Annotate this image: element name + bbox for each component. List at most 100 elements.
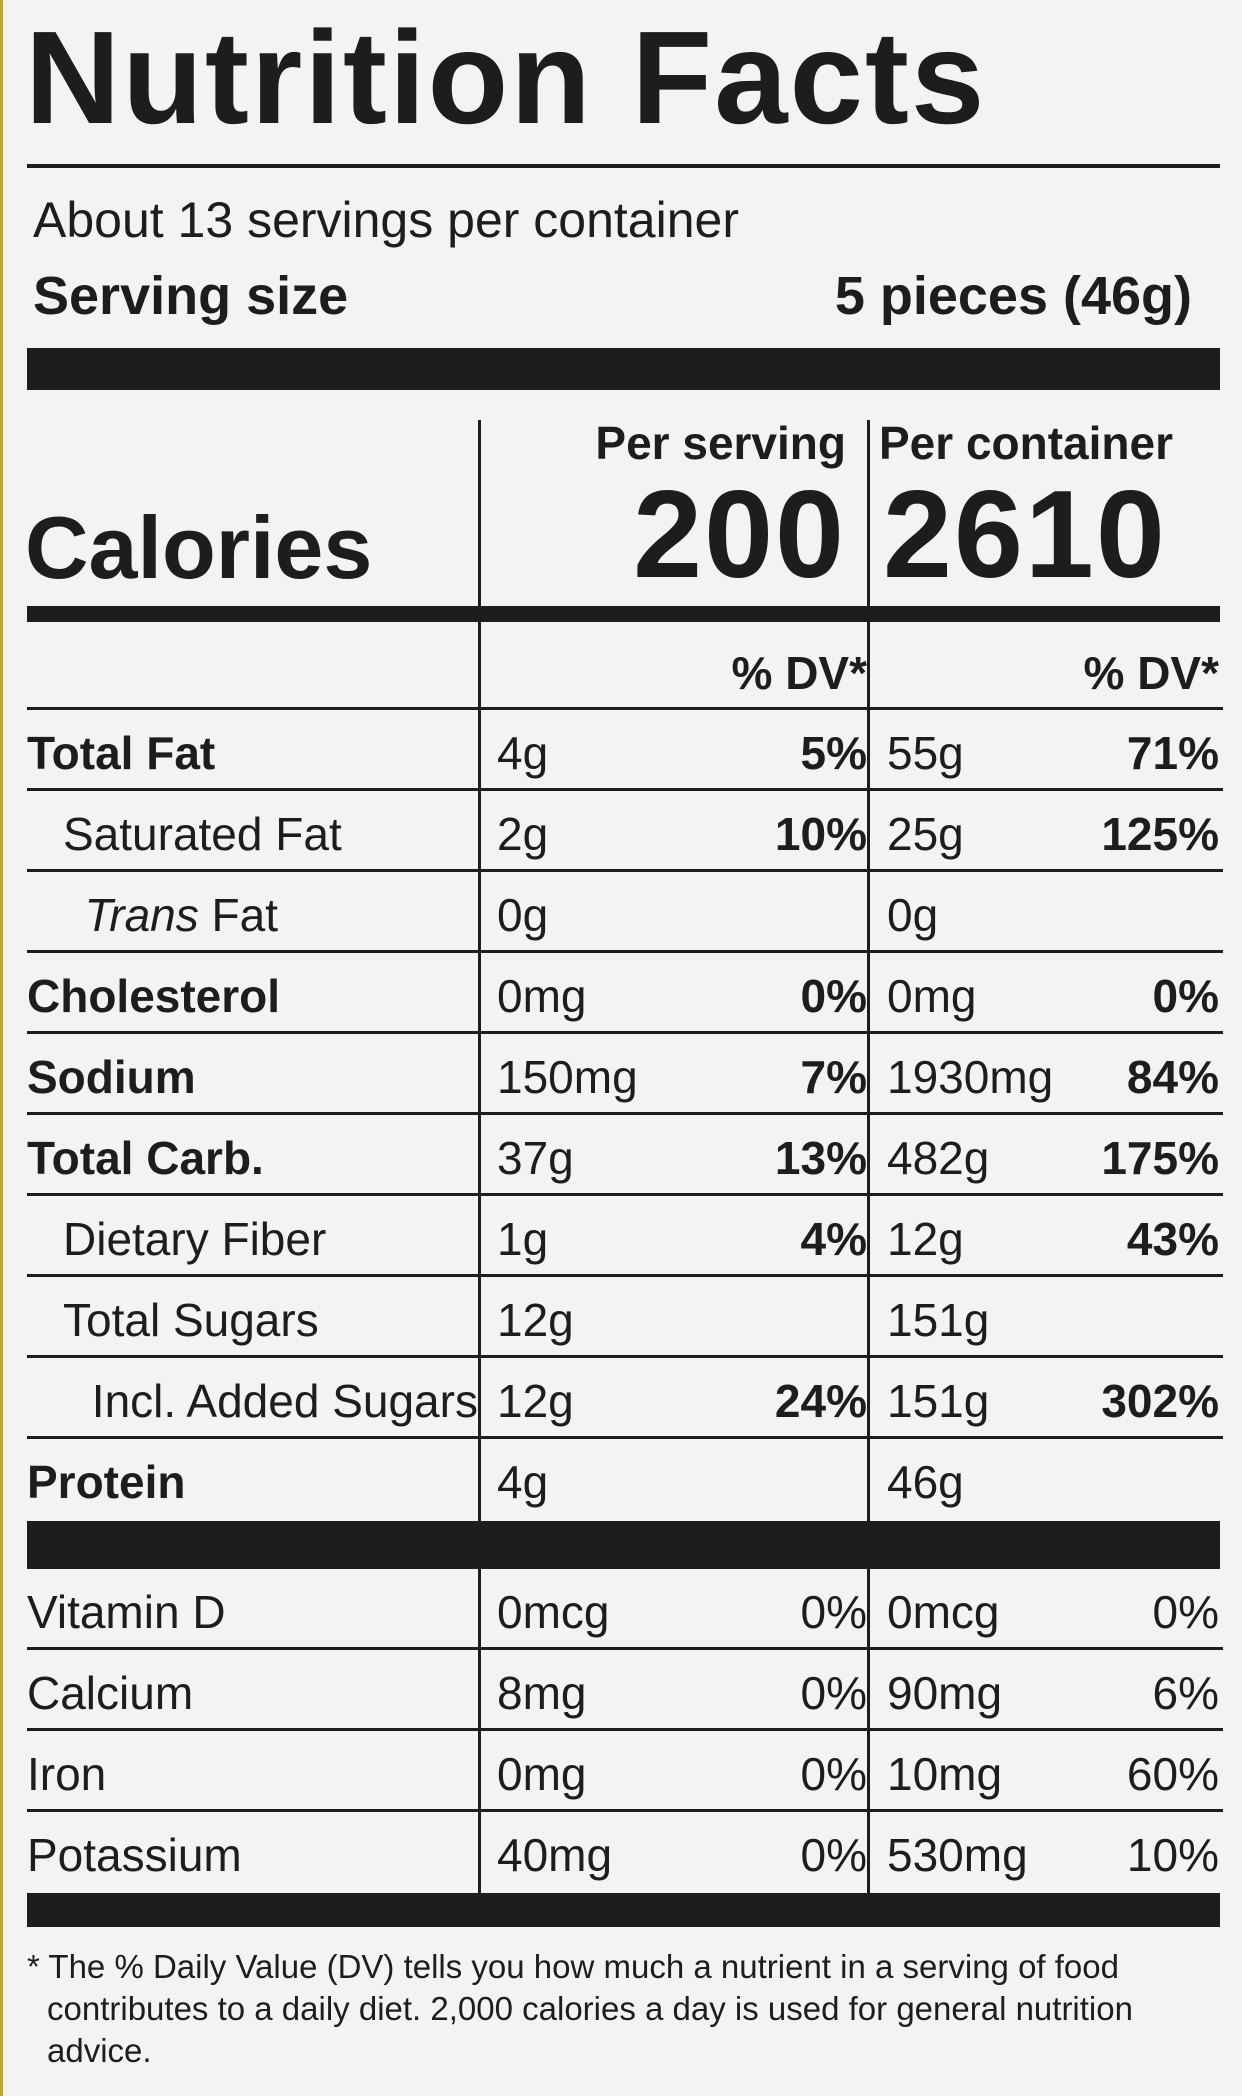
nutrient-name: Iron [27, 1748, 107, 1800]
nutrient-row: Calcium 8mg 0% 90mg 6% [27, 1650, 1223, 1731]
serving-dv: 5% [800, 727, 867, 779]
serving-dv: 0% [800, 1586, 867, 1638]
container-amount: 530mg [887, 1829, 1028, 1881]
per-serving-header: Per serving [595, 417, 846, 469]
dv-header-serving: % DV* [731, 647, 867, 699]
calories-per-container: 2610 [883, 466, 1167, 604]
serving-amount: 37g [497, 1132, 574, 1184]
nutrient-row: Sodium 150mg 7% 1930mg 84% [27, 1034, 1223, 1115]
nutrient-name: Incl. Added Sugars [91, 1375, 478, 1427]
container-dv: 6% [1152, 1667, 1219, 1719]
serving-dv: 4% [800, 1213, 867, 1265]
container-dv: 302% [1101, 1375, 1219, 1427]
calories-label: Calories [25, 498, 373, 597]
serving-dv: 10% [774, 808, 867, 860]
serving-dv: 0% [800, 970, 867, 1022]
container-amount: 0mcg [887, 1586, 1000, 1638]
nutrient-name: Saturated Fat [63, 808, 342, 860]
container-dv: 84% [1126, 1051, 1219, 1103]
nutrient-row: Saturated Fat 2g 10% 25g 125% [27, 791, 1223, 872]
thick-divider [27, 1893, 1220, 1927]
nutrient-name: Cholesterol [27, 970, 281, 1022]
serving-amount: 4g [497, 727, 549, 779]
container-amount: 55g [887, 727, 964, 779]
label-title: Nutrition Facts [25, 4, 987, 151]
serving-amount: 0g [497, 889, 549, 941]
nutrient-name: Dietary Fiber [63, 1213, 327, 1265]
serving-size-label: Serving size [33, 266, 349, 326]
nutrient-name: Sodium [27, 1051, 196, 1103]
thick-divider [27, 1521, 1220, 1569]
serving-dv: 24% [774, 1375, 867, 1427]
container-dv: 0% [1152, 1586, 1219, 1638]
serving-amount: 0mg [497, 1748, 587, 1800]
serving-size-value: 5 pieces (46g) [834, 266, 1192, 326]
container-amount: 151g [887, 1375, 990, 1427]
divider [27, 164, 1220, 168]
nutrient-row: Cholesterol 0mg 0% 0mg 0% [27, 953, 1223, 1034]
serving-dv: 7% [800, 1051, 867, 1103]
container-amount: 1930mg [887, 1051, 1054, 1103]
nutrient-row: Trans Fat 0g 0g [27, 872, 1223, 953]
serving-amount: 12g [497, 1375, 574, 1427]
per-container-header: Per container [879, 417, 1173, 469]
calories-per-serving: 200 [633, 466, 846, 604]
dv-header-container: % DV* [1083, 647, 1219, 699]
serving-dv: 0% [800, 1748, 867, 1800]
nutrient-name: Total Fat [27, 727, 216, 779]
serving-dv: 0% [800, 1667, 867, 1719]
container-dv: 43% [1126, 1213, 1219, 1265]
nutrient-row: Vitamin D 0mcg 0% 0mcg 0% [27, 1569, 1223, 1650]
container-dv: 10% [1126, 1829, 1219, 1881]
footnote: * The % Daily Value (DV) tells you how m… [27, 1946, 1187, 2072]
serving-amount: 1g [497, 1213, 549, 1265]
serving-amount: 40mg [497, 1829, 613, 1881]
container-amount: 90mg [887, 1667, 1003, 1719]
container-dv: 71% [1126, 727, 1219, 779]
column-divider [478, 420, 481, 1895]
serving-amount: 150mg [497, 1051, 638, 1103]
nutrient-name: Trans Fat [85, 888, 278, 942]
serving-amount: 0mg [497, 970, 587, 1022]
nutrient-name: Protein [27, 1456, 186, 1508]
nutrient-name: Total Sugars [63, 1294, 319, 1346]
medium-divider [27, 606, 1220, 622]
serving-amount: 4g [497, 1456, 549, 1508]
container-amount: 12g [887, 1213, 964, 1265]
column-divider [867, 420, 870, 1895]
container-amount: 46g [887, 1456, 964, 1508]
container-dv: 125% [1101, 808, 1219, 860]
dv-header-row: % DV* % DV* [27, 622, 1223, 710]
nutrient-name: Total Carb. [27, 1132, 264, 1184]
nutrient-row: Potassium 40mg 0% 530mg 10% [27, 1812, 1223, 1893]
serving-dv: 13% [774, 1132, 867, 1184]
nutrient-row: Protein 4g 46g [27, 1439, 1223, 1520]
nutrient-name: Vitamin D [27, 1586, 226, 1638]
serving-amount: 8mg [497, 1667, 587, 1719]
nutrient-row: Total Carb. 37g 13% 482g 175% [27, 1115, 1223, 1196]
container-dv: 175% [1101, 1132, 1219, 1184]
container-amount: 25g [887, 808, 964, 860]
nutrient-row: Dietary Fiber 1g 4% 12g 43% [27, 1196, 1223, 1277]
nutrient-name: Calcium [27, 1667, 194, 1719]
footnote-text: * The % Daily Value (DV) tells you how m… [27, 1948, 1133, 2069]
container-amount: 10mg [887, 1748, 1003, 1800]
container-amount: 0mg [887, 970, 977, 1022]
container-dv: 60% [1126, 1748, 1219, 1800]
container-amount: 151g [887, 1294, 990, 1346]
serving-amount: 2g [497, 808, 549, 860]
nutrient-row: Total Sugars 12g 151g [27, 1277, 1223, 1358]
nutrient-row: Iron 0mg 0% 10mg 60% [27, 1731, 1223, 1812]
nutrient-name-rest: Fat [198, 889, 279, 941]
servings-per-container: About 13 servings per container [33, 192, 739, 248]
nutrient-name: Potassium [27, 1829, 242, 1881]
serving-amount: 12g [497, 1294, 574, 1346]
container-amount: 0g [887, 889, 939, 941]
container-amount: 482g [887, 1132, 990, 1184]
container-dv: 0% [1152, 970, 1219, 1022]
nutrient-name-italic: Trans [84, 889, 199, 941]
serving-amount: 0mcg [497, 1586, 610, 1638]
nutrient-row: Total Fat 4g 5% 55g 71% [27, 710, 1223, 791]
serving-dv: 0% [800, 1829, 867, 1881]
